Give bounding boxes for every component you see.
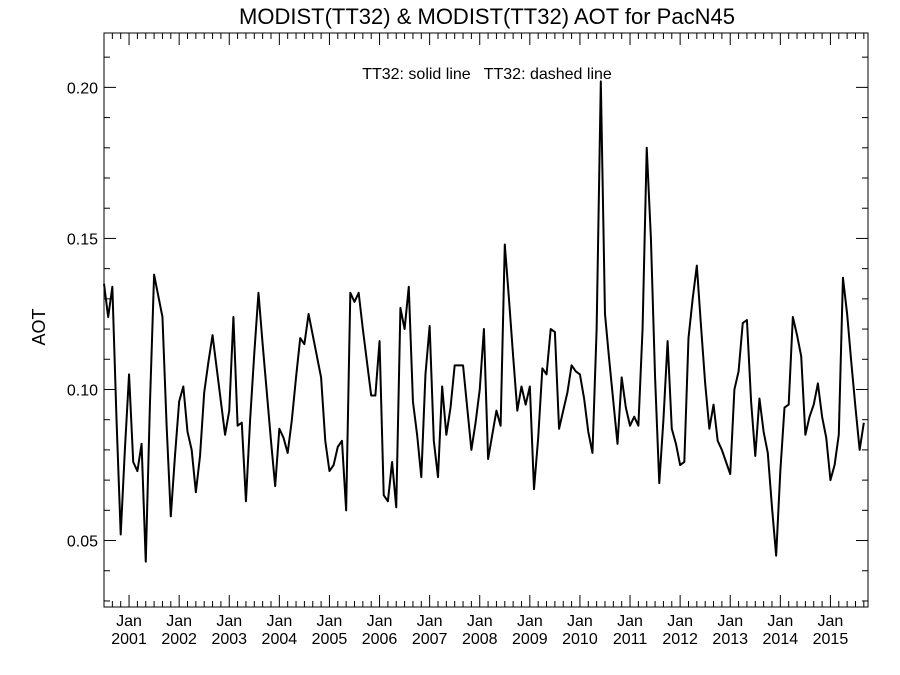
x-tick-month-label: Jan [517,613,543,630]
x-tick-month-label: Jan [567,613,593,630]
y-tick-label: 0.10 [67,382,98,399]
x-tick-year-label: 2003 [211,631,247,648]
x-tick-year-label: 2001 [111,631,147,648]
series-line-1 [103,80,865,563]
x-tick-month-label: Jan [216,613,242,630]
x-tick-year-label: 2014 [763,631,799,648]
x-tick-month-label: Jan [266,613,292,630]
x-tick-month-label: Jan [818,613,844,630]
x-tick-month-label: Jan [166,613,192,630]
x-tick-month-label: Jan [116,613,142,630]
y-tick-label: 0.20 [67,80,98,97]
series-layer [103,80,865,563]
x-tick-year-label: 2005 [312,631,348,648]
x-tick-year-label: 2012 [662,631,698,648]
plot-frame [103,32,869,608]
x-tick-month-label: Jan [717,613,743,630]
x-tick-month-label: Jan [617,613,643,630]
x-tick-year-label: 2008 [462,631,498,648]
x-tick-year-label: 2010 [562,631,598,648]
x-tick-month-label: Jan [667,613,693,630]
x-axis-ticks: Jan2001Jan2002Jan2003Jan2004Jan2005Jan20… [103,33,865,648]
x-tick-year-label: 2006 [362,631,398,648]
y-axis-ticks: 0.05 0.10 0.15 0.20 [67,56,868,602]
x-tick-year-label: 2013 [712,631,748,648]
x-tick-year-label: 2011 [613,631,648,648]
x-tick-year-label: 2002 [161,631,197,648]
x-tick-year-label: 2015 [813,631,849,648]
plot-axes [103,32,869,608]
x-tick-month-label: Jan [367,613,393,630]
x-tick-year-label: 2007 [412,631,448,648]
x-tick-month-label: Jan [317,613,343,630]
x-tick-year-label: 2009 [512,631,548,648]
x-tick-month-label: Jan [767,613,793,630]
chart-annotation: TT32: solid line TT32: dashed line [362,66,612,83]
x-tick-year-label: 2004 [262,631,298,648]
x-tick-month-label: Jan [417,613,443,630]
y-tick-label: 0.05 [67,534,98,551]
y-tick-label: 0.15 [67,231,98,248]
x-tick-month-label: Jan [467,613,493,630]
chart-title: MODIST(TT32) & MODIST(TT32) AOT for PacN… [239,4,735,29]
y-axis-label: AOT [29,308,49,345]
